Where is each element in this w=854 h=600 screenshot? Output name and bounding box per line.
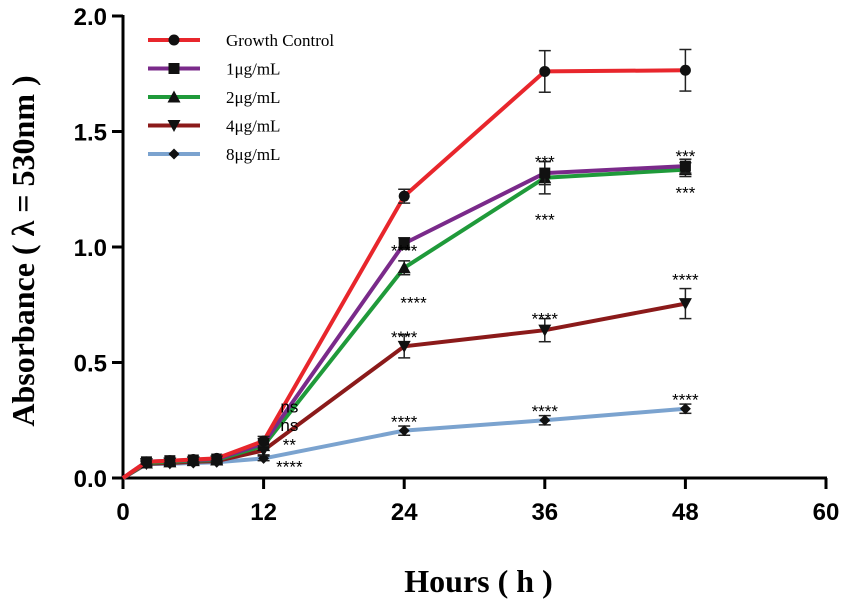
legend-marker bbox=[168, 34, 180, 46]
legend: Growth Control 1μg/mL 2μg/mL 4μg/mL 8μg/mL bbox=[148, 31, 334, 164]
data-point bbox=[539, 167, 551, 179]
annotations: nsns************************************… bbox=[276, 147, 699, 477]
series-0 bbox=[121, 48, 692, 480]
y-tick-label: 0.5 bbox=[74, 351, 107, 378]
data-point bbox=[211, 452, 223, 464]
legend-label: 2μg/mL bbox=[226, 88, 280, 107]
legend-entry: 8μg/mL bbox=[148, 145, 280, 164]
significance-label: **** bbox=[532, 310, 559, 329]
data-point bbox=[140, 456, 152, 468]
data-point bbox=[539, 414, 551, 426]
significance-label: **** bbox=[532, 402, 559, 421]
legend-marker bbox=[167, 120, 181, 132]
significance-label: ** bbox=[283, 436, 297, 455]
x-tick-label: 48 bbox=[672, 499, 699, 526]
y-axis-title: Absorbance ( λ = 530nm ) bbox=[5, 75, 41, 426]
y-tick-label: 1.5 bbox=[74, 120, 107, 147]
legend-label: 1μg/mL bbox=[226, 60, 280, 79]
data-point bbox=[398, 190, 410, 202]
significance-label: **** bbox=[391, 328, 418, 347]
legend-entry: Growth Control bbox=[148, 31, 334, 50]
data-point bbox=[258, 435, 270, 447]
data-point bbox=[539, 65, 551, 77]
axes: 0 12 24 36 48 60 0.0 0.5 1.0 1.5 2.0 bbox=[74, 4, 840, 526]
x-tick-label: 12 bbox=[250, 499, 277, 526]
x-tick-label: 24 bbox=[391, 499, 418, 526]
legend-label: 8μg/mL bbox=[226, 145, 280, 164]
data-point bbox=[679, 403, 691, 415]
significance-label: ns bbox=[280, 397, 298, 416]
significance-label: **** bbox=[400, 293, 427, 312]
legend-marker bbox=[168, 148, 180, 160]
significance-label: *** bbox=[675, 184, 695, 203]
data-point bbox=[679, 64, 691, 76]
significance-label: *** bbox=[535, 210, 555, 229]
y-tick-label: 2.0 bbox=[74, 4, 107, 31]
series-layer bbox=[121, 48, 692, 480]
legend-entry: 1μg/mL bbox=[148, 60, 280, 79]
data-point bbox=[538, 324, 552, 337]
legend-entry: 2μg/mL bbox=[148, 88, 280, 107]
legend-marker bbox=[167, 90, 181, 103]
legend-marker bbox=[168, 63, 180, 74]
data-point bbox=[397, 261, 411, 274]
x-axis-title: Hours ( h ) bbox=[404, 563, 552, 599]
significance-label: **** bbox=[672, 270, 699, 289]
significance-label: **** bbox=[276, 457, 303, 476]
data-point bbox=[679, 160, 691, 172]
data-point bbox=[187, 454, 199, 466]
data-point bbox=[164, 455, 176, 467]
significance-label: *** bbox=[535, 153, 555, 172]
y-tick-label: 1.0 bbox=[74, 235, 107, 262]
legend-entry: 4μg/mL bbox=[148, 117, 280, 136]
significance-label: **** bbox=[391, 412, 418, 431]
significance-label: ns bbox=[280, 416, 298, 435]
data-point bbox=[678, 298, 692, 311]
data-point bbox=[398, 238, 410, 250]
significance-label: *** bbox=[675, 147, 695, 166]
legend-label: Growth Control bbox=[226, 31, 334, 50]
series-3 bbox=[121, 287, 692, 480]
x-tick-label: 60 bbox=[813, 499, 840, 526]
data-point bbox=[397, 340, 411, 353]
x-tick-label: 0 bbox=[116, 499, 129, 526]
y-tick-label: 0.0 bbox=[74, 466, 107, 493]
legend-label: 4μg/mL bbox=[226, 117, 280, 136]
significance-label: **** bbox=[391, 241, 418, 260]
significance-label: **** bbox=[672, 390, 699, 409]
data-point bbox=[398, 425, 410, 437]
x-tick-label: 36 bbox=[531, 499, 558, 526]
